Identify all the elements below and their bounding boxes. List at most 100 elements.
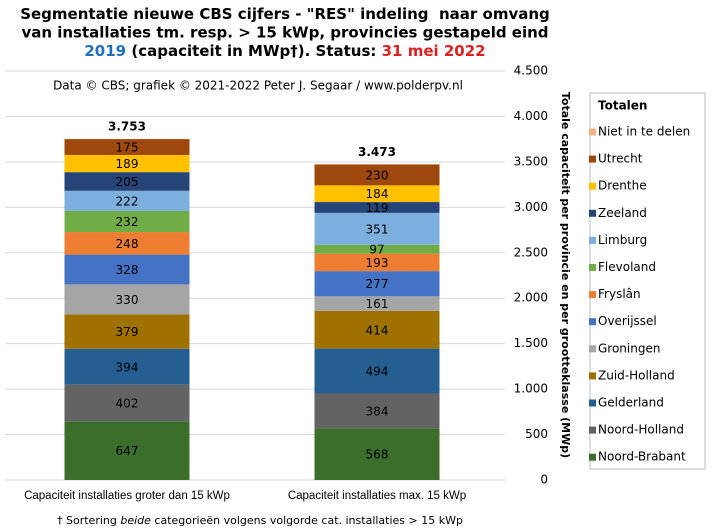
data-label: 205: [116, 175, 139, 189]
legend-swatch: [589, 182, 596, 190]
bar-segment: [314, 185, 440, 203]
legend-swatch: [589, 372, 596, 380]
bar-segment: [314, 393, 440, 429]
bar-segment: [314, 253, 440, 272]
legend-label: Zuid-Holland: [598, 368, 675, 382]
data-label: 175: [116, 141, 139, 155]
bar-segment: [64, 172, 190, 191]
title-part: van installaties tm. resp. > 15 kWp, pro…: [21, 23, 548, 41]
bar-segment: [314, 212, 440, 245]
bar-segment: [314, 202, 440, 213]
chart-title: Segmentatie nieuwe CBS cijfers - "RES" i…: [20, 5, 550, 23]
footnote-part: † Sortering: [57, 514, 120, 527]
data-label: 189: [116, 157, 139, 171]
bar-segment: [64, 384, 190, 422]
data-label: 414: [366, 323, 389, 337]
legend-label: Utrecht: [598, 152, 643, 166]
data-label: 119: [366, 201, 389, 215]
data-label: 232: [116, 215, 139, 229]
total-label: 3.753: [108, 119, 146, 133]
legend-swatch: [589, 426, 596, 434]
bar-segment: [64, 254, 190, 285]
subtitle: Data © CBS; grafiek © 2021-2022 Peter J.…: [53, 79, 463, 93]
legend-swatch: [589, 209, 596, 217]
bar-segment: [314, 428, 440, 480]
bar-segment: [314, 164, 440, 186]
bar-segment: [314, 296, 440, 311]
total-label: 3.473: [358, 145, 396, 159]
bar-segment: [64, 190, 190, 211]
x-tick-label: Capaciteit installaties groter dan 15 kW…: [24, 490, 230, 502]
bar-segment: [64, 284, 190, 315]
legend-label: Zeeland: [598, 206, 647, 220]
data-label: 97: [369, 243, 384, 257]
y-tick-label: 2.000: [514, 291, 548, 305]
data-label: 351: [366, 222, 389, 236]
data-label: 328: [116, 263, 139, 277]
title-part: 31 mei 2022: [382, 42, 486, 60]
bar-segment: [64, 232, 190, 255]
data-label: 384: [366, 404, 389, 418]
legend-swatch: [589, 236, 596, 244]
title-part: (capaciteit in MWp†). Status:: [126, 42, 381, 60]
legend-label: Limburg: [598, 233, 647, 247]
legend-label: Gelderland: [598, 396, 664, 410]
bar-segment: [64, 154, 190, 173]
bar-segment: [64, 210, 190, 233]
y-axis-label: Totale capaciteit per provincie en per g…: [559, 92, 572, 458]
data-label: 568: [366, 448, 389, 462]
legend-box: [589, 92, 706, 470]
bar-segment: [314, 271, 440, 297]
y-tick-label: 4.000: [514, 109, 548, 123]
data-label: 230: [366, 168, 389, 182]
legend-swatch: [589, 318, 596, 326]
data-label: 402: [116, 396, 139, 410]
data-label: 161: [366, 297, 389, 311]
data-label: 330: [116, 293, 139, 307]
legend-swatch: [589, 128, 596, 136]
y-tick-label: 4.500: [514, 64, 548, 78]
bar-segment: [64, 348, 190, 385]
title-part: 2019: [84, 42, 126, 60]
legend-label: Noord-Holland: [598, 423, 684, 437]
legend-label: Fryslân: [598, 287, 641, 301]
data-label: 184: [366, 187, 389, 201]
y-tick-label: 1.500: [514, 336, 548, 350]
x-tick-label: Capaciteit installaties max. 15 kWp: [288, 490, 466, 502]
legend-swatch: [589, 453, 596, 461]
bar-segment: [64, 421, 190, 480]
bar-segment: [314, 310, 440, 349]
data-label: 248: [116, 237, 139, 251]
data-label: 394: [116, 360, 139, 374]
data-label: 277: [366, 277, 389, 291]
y-tick-label: 2.500: [514, 245, 548, 259]
legend-label: Noord-Brabant: [598, 450, 686, 464]
data-label: 379: [116, 325, 139, 339]
bar-segment: [64, 139, 190, 155]
y-tick-label: 500: [525, 427, 548, 441]
chart-title: 2019 (capaciteit in MWp†). Status: 31 me…: [84, 42, 485, 60]
y-tick-label: 1.000: [514, 382, 548, 396]
bar-segment: [314, 348, 440, 394]
legend-label: Groningen: [598, 341, 660, 355]
bar-segment: [64, 314, 190, 349]
legend-label: Drenthe: [598, 179, 647, 193]
title-part: Segmentatie nieuwe CBS cijfers - "RES" i…: [20, 5, 550, 23]
footnote-part: categorieën volgens volgorde cat. instal…: [151, 514, 463, 527]
legend-label: Overijssel: [598, 314, 657, 328]
legend-swatch: [589, 264, 596, 271]
y-tick-label: 0: [540, 473, 548, 487]
data-label: 222: [116, 194, 139, 208]
y-tick-label: 3.000: [514, 200, 548, 214]
bar-segment: [314, 244, 440, 254]
y-tick-label: 3.500: [514, 154, 548, 168]
legend-swatch: [589, 291, 596, 299]
legend-title: Totalen: [598, 99, 647, 113]
data-label: 494: [366, 365, 389, 379]
data-label: 193: [366, 256, 389, 270]
legend-label: Niet in te delen: [598, 125, 690, 139]
legend-swatch: [589, 155, 596, 163]
legend-label: Flevoland: [598, 260, 656, 274]
footnote-part: beide: [120, 514, 151, 527]
